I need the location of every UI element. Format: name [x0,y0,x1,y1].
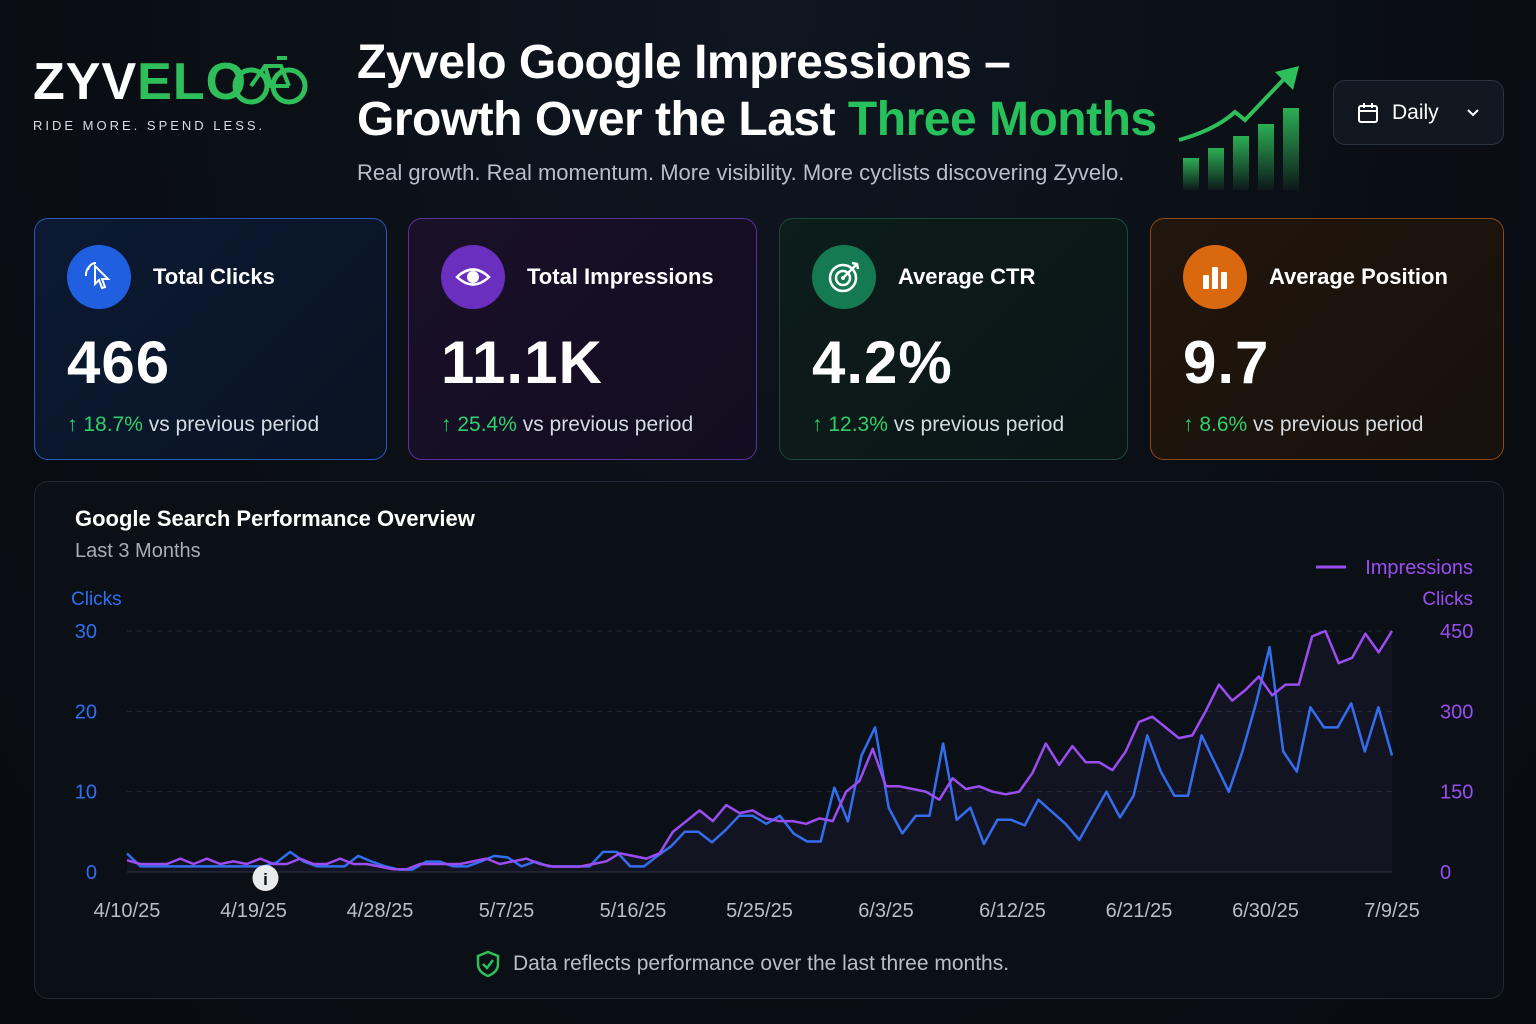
kpi-delta: ↑ 25.4% vs previous period [441,413,724,437]
page-title-line2: Growth Over the Last [357,93,848,146]
performance-chart-card: Google Search Performance Overview Last … [34,481,1504,999]
chevron-down-icon [1467,108,1479,116]
y-left-tick-label: 30 [75,621,97,643]
x-tick-label: 4/19/25 [220,900,287,922]
y-right-tick-label: 450 [1440,621,1473,643]
performance-line-chart: 30 20 10 0 450 300 150 0 Clicks Clicks 4/10/25 4/19… [71,557,1473,922]
shield-check-icon [476,950,500,978]
x-tick-label: 5/16/25 [600,900,667,922]
cursor-click-icon [67,245,131,309]
kpi-title: Average CTR [898,264,1036,289]
kpi-delta-pct: 12.3% [828,413,888,436]
x-tick-label: 6/30/25 [1232,900,1299,922]
impressions-area [127,631,1392,872]
target-icon [812,245,876,309]
kpi-value: 466 [67,329,171,396]
x-tick-label: 5/7/25 [479,900,535,922]
arrow-up-icon: ↑ [441,413,452,436]
kpi-card-average-position: Average Position 9.7 ↑ 8.6% vs previous … [1150,218,1504,460]
kpi-value: 9.7 [1183,329,1270,396]
brand-wordmark: ZYVELO [33,56,293,108]
page-header: Zyvelo Google Impressions – Growth Over … [357,34,1177,186]
arrow-up-icon: ↑ [812,413,823,436]
y-right-tick-label: 300 [1440,701,1473,723]
y-left-tick-label: 10 [75,782,97,804]
brand-logo: ZYVELO RIDE MORE. SPEND LESS. [33,56,308,136]
x-tick-label: 7/9/25 [1364,900,1420,922]
x-tick-label: 4/10/25 [94,900,161,922]
period-select-value: Daily [1392,100,1439,124]
x-tick-label: 5/25/25 [726,900,793,922]
kpi-delta-pct: 25.4% [457,413,517,436]
chart-title: Google Search Performance Overview [75,506,475,531]
kpi-delta: ↑ 12.3% vs previous period [812,413,1095,437]
kpi-delta-text: vs previous period [1247,413,1424,436]
kpi-card-total-impressions: Total Impressions 11.1K ↑ 25.4% vs previ… [408,218,757,460]
chart-footnote: Data reflects performance over the last … [475,950,1009,978]
page-title-line1: Zyvelo Google Impressions – [357,36,1011,89]
info-icon [252,865,279,891]
page-title: Zyvelo Google Impressions – Growth Over … [357,34,1177,148]
period-select[interactable]: Daily [1333,80,1504,145]
y-right-tick-label: 150 [1440,782,1473,804]
kpi-delta-text: vs previous period [142,413,320,436]
kpi-delta-pct: 18.7% [83,413,143,436]
calendar-icon [1358,102,1378,123]
arrow-up-icon: ↑ [1183,413,1194,436]
x-tick-label: 6/12/25 [979,900,1046,922]
bicycle-icon [232,56,308,105]
clicks-series-line [126,645,1394,871]
y-left-tick-label: 0 [86,862,97,884]
x-tick-label: 6/21/25 [1106,900,1173,922]
page-title-highlight: Three Months [847,93,1157,146]
brand-name-part2: ELO [137,53,248,111]
kpi-title: Average Position [1269,264,1448,289]
y-right-axis-label: Clicks [1422,589,1473,610]
y-right-tick-label: 0 [1440,862,1451,884]
kpi-title: Total Clicks [153,264,275,289]
kpi-value: 11.1K [441,329,603,396]
eye-icon [441,245,505,309]
kpi-value: 4.2% [812,329,953,396]
chart-footnote-text: Data reflects performance over the last … [513,952,1010,975]
x-tick-label: 6/3/25 [858,900,914,922]
y-left-axis-label: Clicks [71,589,122,610]
kpi-card-average-ctr: Average CTR 4.2% ↑ 12.3% vs previous per… [779,218,1128,460]
kpi-delta: ↑ 8.6% vs previous period [1183,413,1471,437]
kpi-delta-text: vs previous period [516,413,694,436]
y-left-tick-label: 20 [75,701,97,723]
legend-label: Impressions [1365,557,1473,579]
kpi-delta-text: vs previous period [887,413,1065,436]
bar-chart-icon [1183,245,1247,309]
brand-name-part1: ZYV [33,53,138,111]
chart-subtitle: Last 3 Months [75,540,201,562]
kpi-card-total-clicks: Total Clicks 466 ↑ 18.7% vs previous per… [34,218,387,460]
impressions-series-line [126,629,1394,871]
kpi-title: Total Impressions [527,264,714,289]
kpi-delta: ↑ 18.7% vs previous period [67,413,354,437]
arrow-up-icon: ↑ [67,413,78,436]
page-subtitle: Real growth. Real momentum. More visibil… [357,160,1125,185]
info-icon-glyph: i [263,870,268,889]
x-tick-label: 4/28/25 [347,900,414,922]
growth-chart-icon [1178,66,1299,190]
kpi-delta-pct: 8.6% [1199,413,1248,436]
brand-tagline: RIDE MORE. SPEND LESS. [33,118,266,133]
